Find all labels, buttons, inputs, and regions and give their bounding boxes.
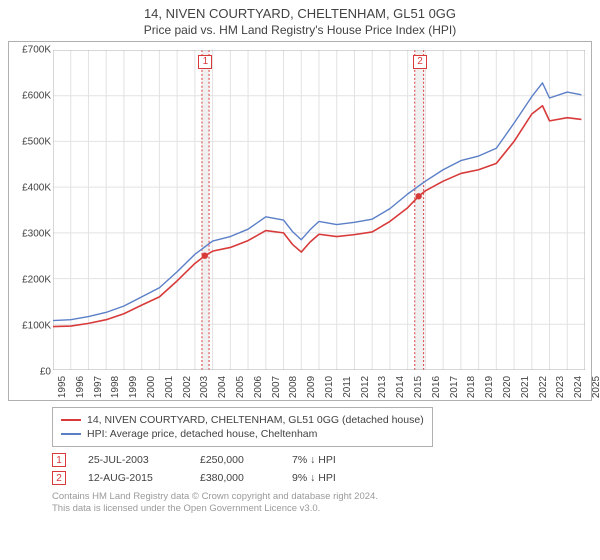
- x-tick-label: 2011: [342, 376, 353, 398]
- footer-line-1: Contains HM Land Registry data © Crown c…: [52, 491, 592, 503]
- chart-container: 14, NIVEN COURTYARD, CHELTENHAM, GL51 0G…: [0, 0, 600, 520]
- x-tick-label: 2008: [288, 376, 299, 398]
- footer: Contains HM Land Registry data © Crown c…: [52, 491, 592, 516]
- sale-row: 1 25-JUL-2003 £250,000 7% ↓ HPI: [52, 453, 592, 467]
- footer-line-2: This data is licensed under the Open Gov…: [52, 503, 592, 515]
- sale-price: £250,000: [200, 454, 270, 466]
- chart-frame: £0 £100K £200K £300K £400K £500K £600K £700K 199…: [8, 41, 592, 401]
- x-tick-label: 1996: [75, 376, 86, 398]
- legend-row: HPI: Average price, detached house, Chel…: [61, 428, 424, 440]
- plot-svg: [53, 50, 585, 370]
- x-tick-label: 2022: [538, 376, 549, 398]
- x-tick-label: 2010: [324, 376, 335, 398]
- sale-marker-ref: 1: [52, 453, 66, 467]
- legend-row: 14, NIVEN COURTYARD, CHELTENHAM, GL51 0G…: [61, 414, 424, 426]
- x-tick-label: 2012: [360, 376, 371, 398]
- x-tick-label: 2013: [377, 376, 388, 398]
- x-tick-label: 2007: [271, 376, 282, 398]
- x-tick-label: 2017: [449, 376, 460, 398]
- x-tick-label: 2024: [573, 376, 584, 398]
- x-tick-label: 2015: [413, 376, 424, 398]
- x-tick-label: 2006: [253, 376, 264, 398]
- y-tick-label: £300K: [9, 229, 51, 240]
- sale-row: 2 12-AUG-2015 £380,000 9% ↓ HPI: [52, 471, 592, 485]
- page-title: 14, NIVEN COURTYARD, CHELTENHAM, GL51 0G…: [8, 6, 592, 21]
- sale-date: 12-AUG-2015: [88, 472, 178, 484]
- x-tick-label: 1999: [128, 376, 139, 398]
- legend-label: 14, NIVEN COURTYARD, CHELTENHAM, GL51 0G…: [87, 414, 424, 426]
- x-tick-label: 2019: [484, 376, 495, 398]
- sale-date: 25-JUL-2003: [88, 454, 178, 466]
- x-tick-label: 2016: [431, 376, 442, 398]
- sale-pct: 7% ↓ HPI: [292, 454, 382, 466]
- sale-pct: 9% ↓ HPI: [292, 472, 382, 484]
- x-tick-label: 2002: [182, 376, 193, 398]
- plot-area: [53, 50, 585, 370]
- page-subtitle: Price paid vs. HM Land Registry's House …: [8, 23, 592, 37]
- x-tick-label: 1998: [110, 376, 121, 398]
- sale-marker-ref: 2: [52, 471, 66, 485]
- sales-table: 1 25-JUL-2003 £250,000 7% ↓ HPI 2 12-AUG-2015…: [52, 453, 592, 485]
- x-tick-label: 2003: [199, 376, 210, 398]
- x-tick-label: 2009: [306, 376, 317, 398]
- sale-marker: 1: [198, 55, 212, 69]
- x-tick-label: 2021: [520, 376, 531, 398]
- y-tick-label: £700K: [9, 45, 51, 56]
- legend-swatch: [61, 419, 81, 421]
- y-tick-label: £400K: [9, 183, 51, 194]
- x-tick-label: 2000: [146, 376, 157, 398]
- y-tick-label: £0: [9, 367, 51, 378]
- sale-price: £380,000: [200, 472, 270, 484]
- y-tick-label: £200K: [9, 275, 51, 286]
- x-tick-label: 2025: [591, 376, 600, 398]
- x-tick-label: 1997: [93, 376, 104, 398]
- x-tick-label: 2023: [555, 376, 566, 398]
- x-tick-label: 2014: [395, 376, 406, 398]
- legend-label: HPI: Average price, detached house, Chel…: [87, 428, 317, 440]
- y-tick-label: £500K: [9, 137, 51, 148]
- x-tick-label: 2020: [502, 376, 513, 398]
- x-tick-label: 2001: [164, 376, 175, 398]
- sale-marker: 2: [413, 55, 427, 69]
- title-area: 14, NIVEN COURTYARD, CHELTENHAM, GL51 0G…: [8, 6, 592, 37]
- x-tick-label: 2018: [466, 376, 477, 398]
- legend-swatch: [61, 433, 81, 435]
- y-tick-label: £600K: [9, 91, 51, 102]
- y-tick-label: £100K: [9, 321, 51, 332]
- legend: 14, NIVEN COURTYARD, CHELTENHAM, GL51 0G…: [52, 407, 433, 447]
- x-tick-label: 2004: [217, 376, 228, 398]
- x-tick-label: 2005: [235, 376, 246, 398]
- x-tick-label: 1995: [57, 376, 68, 398]
